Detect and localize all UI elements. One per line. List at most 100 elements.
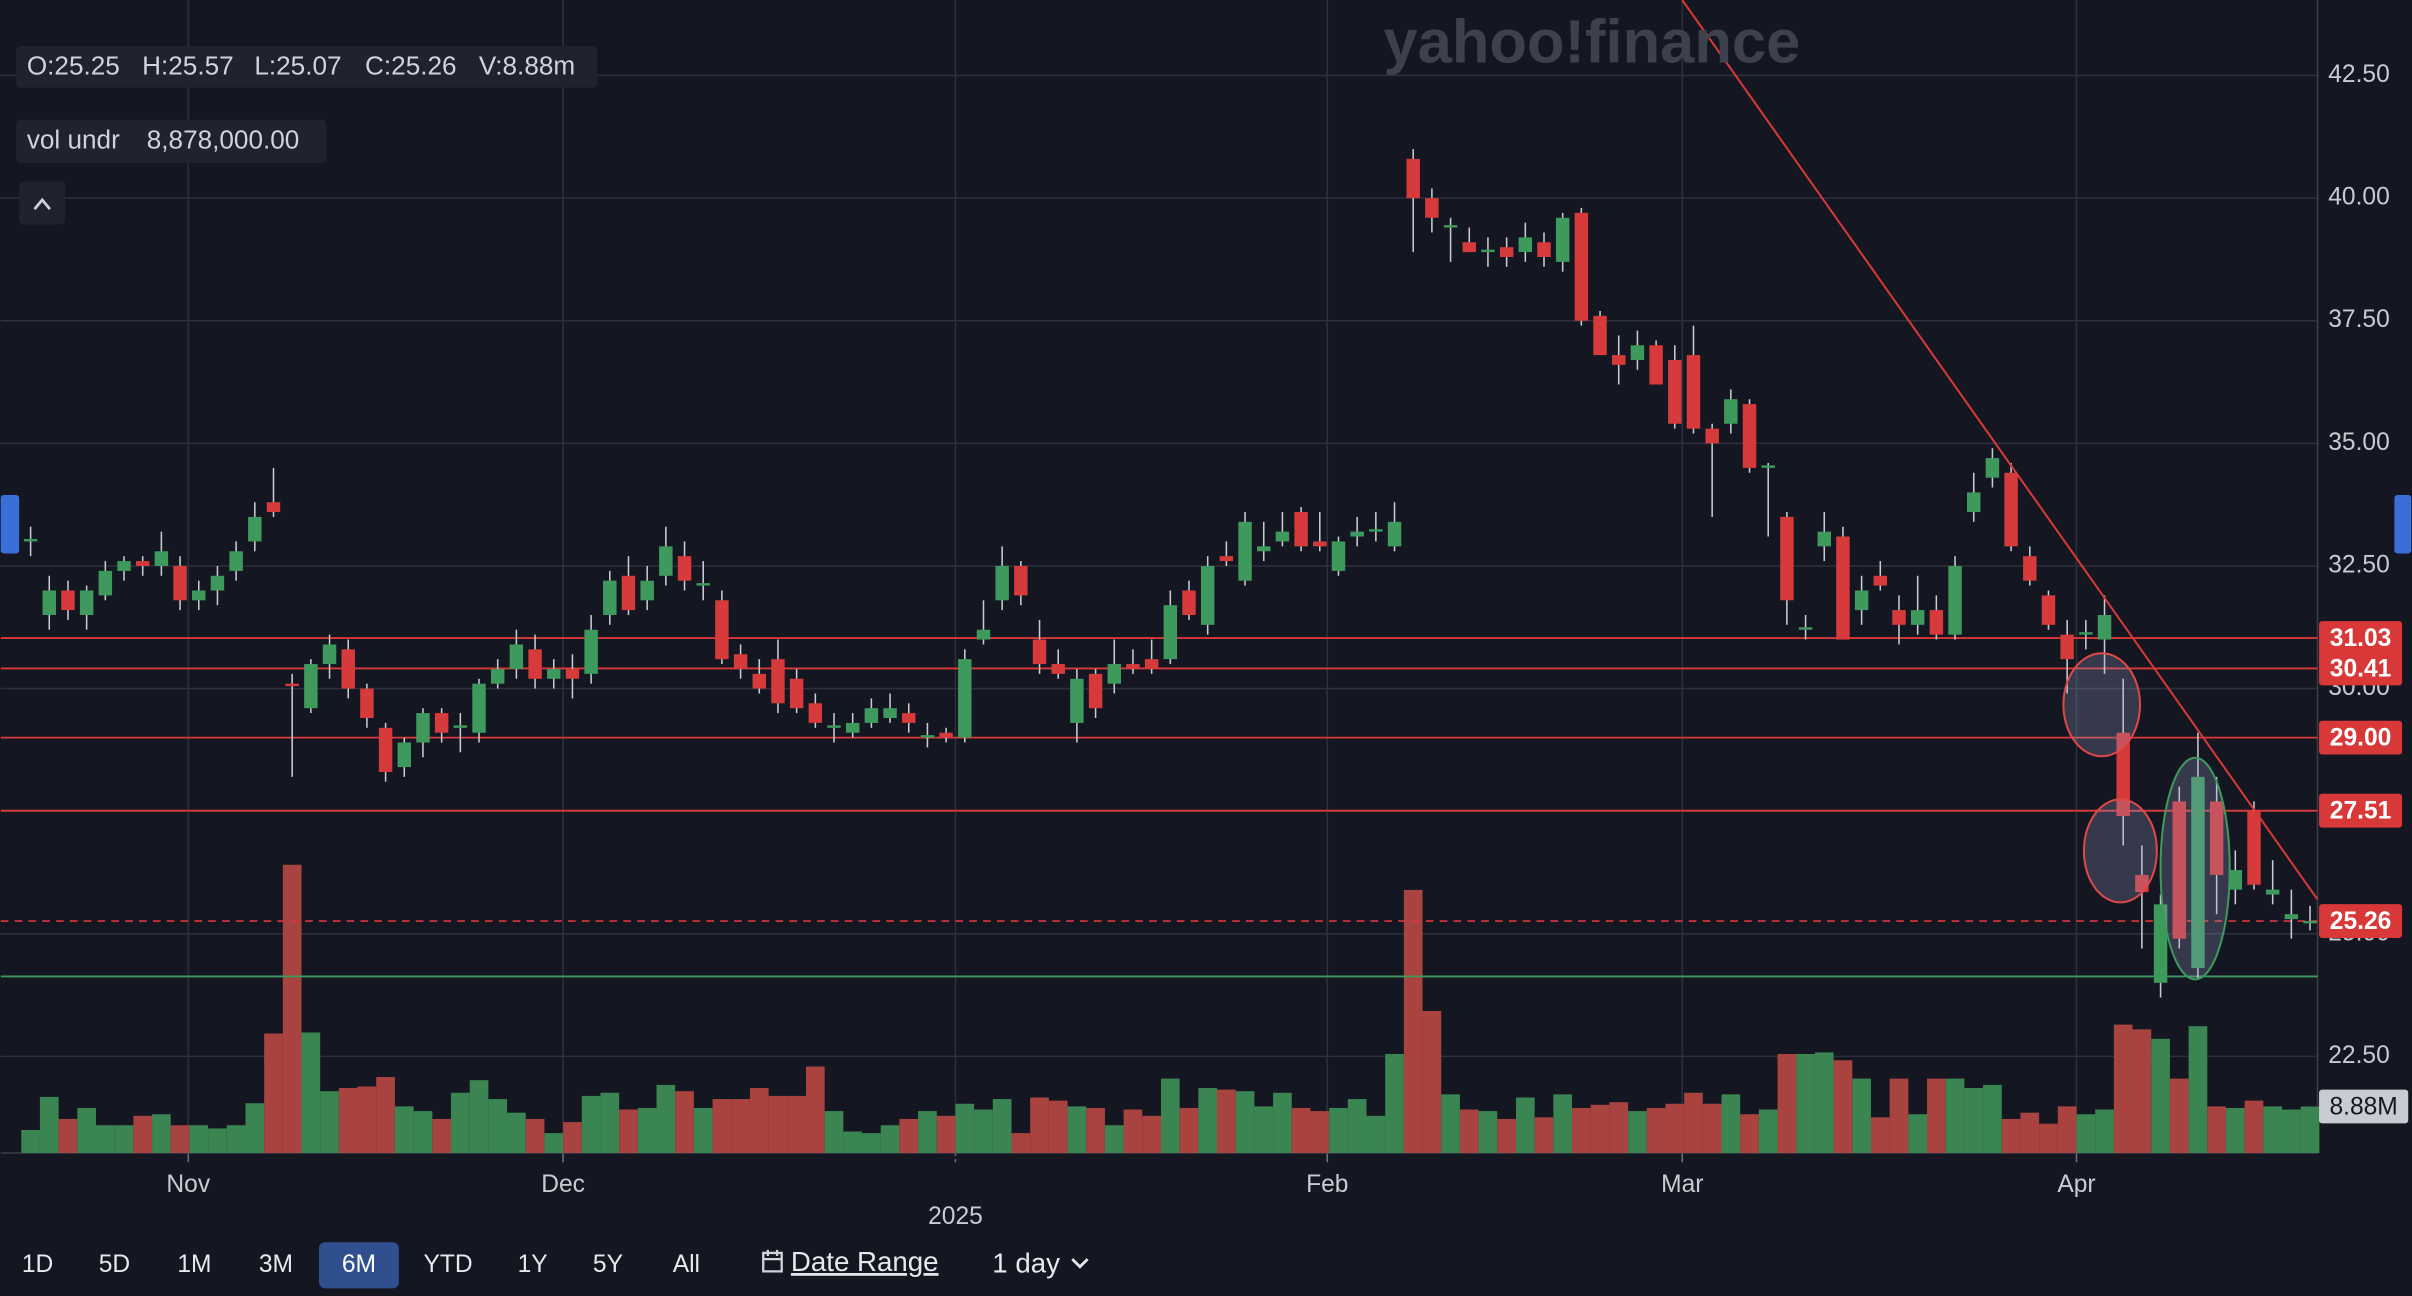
volume-bar (525, 1118, 545, 1154)
candle-body (509, 644, 524, 669)
level-box (2319, 651, 2403, 686)
volume-bar (1142, 1115, 1161, 1154)
candle-body (2041, 595, 2056, 625)
volume-bar (1777, 1053, 1797, 1154)
candle-body (98, 570, 113, 596)
volume-bar (357, 1086, 377, 1154)
candle-body (920, 735, 935, 738)
level-label: 27.51 (2330, 798, 2392, 825)
right-tab[interactable] (2394, 495, 2412, 554)
volume-bar (1254, 1106, 1274, 1154)
level-label: 30.41 (2330, 656, 2392, 683)
y-tick-label: 22.50 (2328, 1042, 2390, 1069)
candle-body (1649, 345, 1663, 385)
volume-bar (656, 1084, 676, 1154)
candle-body (1499, 247, 1514, 257)
x-tick-label: Mar (1661, 1171, 1703, 1198)
candle-body (2228, 870, 2243, 890)
date-range-button[interactable]: Date Range (791, 1246, 939, 1277)
candle-body (659, 546, 673, 576)
volume-bar (768, 1095, 788, 1154)
candle-body (210, 575, 225, 591)
volume-last-box (2319, 1089, 2409, 1124)
range-button[interactable]: 5Y (593, 1251, 623, 1278)
volume-bar (1067, 1106, 1087, 1154)
candle-body (2303, 921, 2317, 924)
volume-bar (1908, 1114, 1928, 1154)
x-tick-label: Apr (2057, 1171, 2095, 1198)
range-button[interactable]: All (673, 1251, 700, 1278)
volume-bar (1927, 1078, 1946, 1154)
level-box (2319, 621, 2403, 655)
candle-body (2060, 634, 2074, 660)
candle-body (1481, 249, 1495, 253)
volume-bar (1123, 1109, 1143, 1154)
candle-body (322, 644, 337, 665)
volume-bar (1870, 1117, 1890, 1154)
volume-bar (619, 1109, 638, 1154)
volume-bar (936, 1115, 956, 1154)
volume-bar (301, 1032, 321, 1154)
volume-bar (2300, 1106, 2320, 1154)
candle-body (1537, 242, 1551, 257)
x-tick-label: 2025 (928, 1203, 983, 1230)
candle-body (490, 668, 505, 684)
collapse-button[interactable] (19, 181, 66, 225)
candle-body (1051, 664, 1065, 674)
candle-body (453, 725, 468, 728)
volume-bar (1347, 1099, 1367, 1154)
candle-body (789, 678, 804, 709)
volume-bar (1740, 1114, 1759, 1154)
volume-bar (1366, 1115, 1386, 1154)
candle-body (2004, 472, 2018, 547)
range-button[interactable]: YTD (423, 1251, 472, 1278)
range-button[interactable]: 6M (342, 1251, 376, 1278)
candle-body (1705, 428, 1719, 444)
candle-body (939, 732, 953, 738)
candle-body (117, 561, 131, 571)
volume-bar (2076, 1114, 2096, 1154)
volume-bar (1702, 1103, 1722, 1154)
candle-body (883, 708, 897, 719)
interval-button[interactable]: 1 day (992, 1248, 1060, 1279)
readout-box (16, 46, 598, 88)
volume-bar (1721, 1094, 1741, 1154)
readout-volume: V:8.88m (479, 51, 575, 81)
range-button[interactable]: 1M (177, 1251, 211, 1278)
volume-bar (749, 1088, 769, 1154)
candle-body (640, 580, 654, 601)
volume-bar (1758, 1109, 1778, 1154)
volume-bar (413, 1111, 433, 1154)
range-button[interactable]: 1Y (518, 1251, 548, 1278)
indicator-box[interactable] (16, 119, 327, 163)
candle-body (1612, 355, 1626, 365)
left-tab[interactable] (0, 495, 20, 554)
range-button[interactable]: 3M (259, 1251, 293, 1278)
candle-body (2023, 556, 2037, 581)
volume-bar (824, 1111, 844, 1154)
volume-bar (469, 1080, 489, 1154)
volume-bar (581, 1095, 601, 1154)
volume-bar (1889, 1078, 1909, 1154)
candle-body (1948, 565, 1962, 635)
candle-body (1144, 659, 1159, 669)
volume-bar (1104, 1125, 1124, 1154)
candle-body (2247, 811, 2261, 885)
volume-bar (1048, 1100, 1068, 1154)
active-range-bg (318, 1242, 399, 1289)
volume-bar (712, 1099, 732, 1154)
candle-body (1369, 529, 1383, 532)
indicator-name: vol undr (27, 124, 120, 154)
volume-bar (21, 1129, 40, 1154)
volume-bar (2188, 1026, 2208, 1154)
volume-bar (1572, 1107, 1591, 1154)
range-button[interactable]: 5D (99, 1251, 130, 1278)
y-tick-label: 37.50 (2328, 306, 2390, 333)
volume-bar (1646, 1107, 1666, 1154)
indicator-value: 8,878,000.00 (147, 124, 300, 154)
candle-body (2265, 889, 2280, 895)
candle-body (1817, 531, 1831, 547)
range-button[interactable]: 1D (22, 1251, 53, 1278)
volume-bar (1609, 1102, 1629, 1154)
